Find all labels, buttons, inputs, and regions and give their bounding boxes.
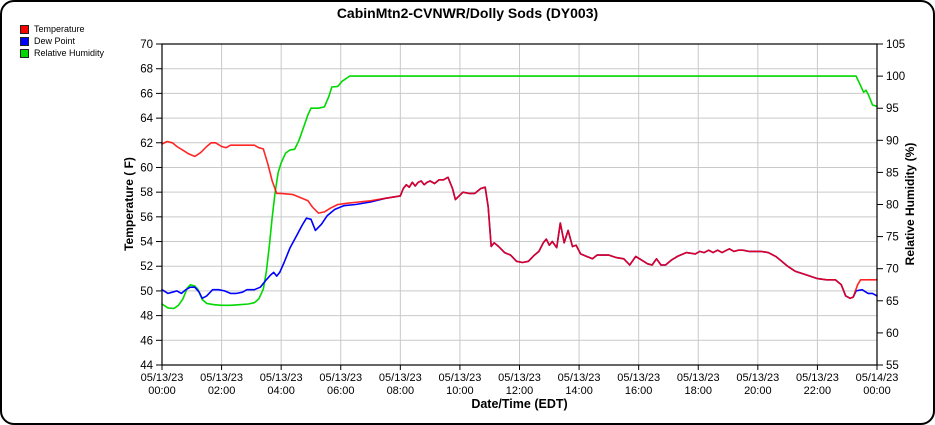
svg-text:05/13/23: 05/13/23 — [141, 372, 184, 384]
svg-text:05/13/23: 05/13/23 — [617, 372, 660, 384]
x-axis-ticks: 05/13/2300:0005/13/2302:0005/13/2304:000… — [141, 365, 899, 397]
svg-text:48: 48 — [140, 311, 153, 323]
svg-text:66: 66 — [140, 88, 153, 100]
svg-text:62: 62 — [140, 138, 153, 150]
svg-text:12:00: 12:00 — [506, 385, 534, 397]
svg-text:56: 56 — [140, 212, 153, 224]
chart-legend: Temperature Dew Point Relative Humidity — [20, 23, 104, 59]
svg-text:05/13/23: 05/13/23 — [319, 372, 362, 384]
temperature-swatch-icon — [20, 24, 29, 34]
temperature-line — [161, 140, 878, 300]
svg-text:14:00: 14:00 — [565, 385, 593, 397]
svg-text:46: 46 — [140, 335, 153, 347]
svg-text:65: 65 — [886, 296, 899, 308]
legend-label-relative-humidity: Relative Humidity — [34, 48, 105, 58]
svg-text:54: 54 — [140, 237, 153, 249]
svg-text:00:00: 00:00 — [863, 385, 891, 397]
svg-text:70: 70 — [886, 264, 899, 276]
svg-text:105: 105 — [886, 39, 905, 51]
svg-text:80: 80 — [886, 200, 899, 212]
svg-text:04:00: 04:00 — [267, 385, 295, 397]
legend-item-relative-humidity: Relative Humidity — [20, 47, 104, 59]
svg-text:05/13/23: 05/13/23 — [558, 372, 601, 384]
svg-text:05/14/23: 05/14/23 — [856, 372, 899, 384]
series-lines — [161, 75, 878, 310]
svg-text:85: 85 — [886, 167, 899, 179]
svg-text:58: 58 — [140, 187, 153, 199]
svg-text:06:00: 06:00 — [327, 385, 355, 397]
svg-text:95: 95 — [886, 103, 899, 115]
svg-text:05/13/23: 05/13/23 — [677, 372, 720, 384]
svg-text:08:00: 08:00 — [387, 385, 415, 397]
legend-label-temperature: Temperature — [34, 24, 85, 34]
svg-text:60: 60 — [140, 162, 153, 174]
svg-text:10:00: 10:00 — [446, 385, 474, 397]
svg-text:05/13/23: 05/13/23 — [498, 372, 541, 384]
gridlines — [162, 44, 877, 365]
dew-point-swatch-icon — [20, 36, 29, 46]
svg-text:05/13/23: 05/13/23 — [260, 372, 303, 384]
svg-text:20:00: 20:00 — [744, 385, 772, 397]
legend-item-dew-point: Dew Point — [20, 35, 104, 47]
svg-text:50: 50 — [140, 286, 153, 298]
svg-text:68: 68 — [140, 64, 153, 76]
svg-text:18:00: 18:00 — [684, 385, 712, 397]
svg-text:52: 52 — [140, 261, 153, 273]
svg-text:05/13/23: 05/13/23 — [379, 372, 422, 384]
svg-text:90: 90 — [886, 135, 899, 147]
svg-text:60: 60 — [886, 328, 899, 340]
svg-text:02:00: 02:00 — [208, 385, 236, 397]
relative-humidity-line — [161, 75, 878, 310]
svg-text:75: 75 — [886, 232, 899, 244]
svg-text:05/13/23: 05/13/23 — [796, 372, 839, 384]
svg-text:70: 70 — [140, 39, 153, 51]
x-axis-title: Date/Time (EDT) — [471, 397, 568, 411]
svg-text:05/13/23: 05/13/23 — [200, 372, 243, 384]
svg-text:05/13/23: 05/13/23 — [736, 372, 779, 384]
svg-text:44: 44 — [140, 360, 153, 372]
chart-title: CabinMtn2-CVNWR/Dolly Sods (DY003) — [336, 5, 599, 21]
svg-text:05/13/23: 05/13/23 — [439, 372, 482, 384]
svg-text:100: 100 — [886, 71, 905, 83]
relative-humidity-swatch-icon — [20, 48, 29, 58]
svg-text:55: 55 — [886, 360, 899, 372]
legend-label-dew-point: Dew Point — [34, 36, 76, 46]
left-axis-ticks: 44 46 48 50 52 54 56 58 60 62 64 66 68 70 — [140, 39, 162, 372]
svg-text:22:00: 22:00 — [804, 385, 832, 397]
svg-text:64: 64 — [140, 113, 153, 125]
right-axis-ticks: 55 60 65 70 75 80 85 90 95 100 105 — [877, 39, 905, 372]
svg-text:16:00: 16:00 — [625, 385, 653, 397]
legend-item-temperature: Temperature — [20, 23, 104, 35]
svg-text:00:00: 00:00 — [148, 385, 176, 397]
